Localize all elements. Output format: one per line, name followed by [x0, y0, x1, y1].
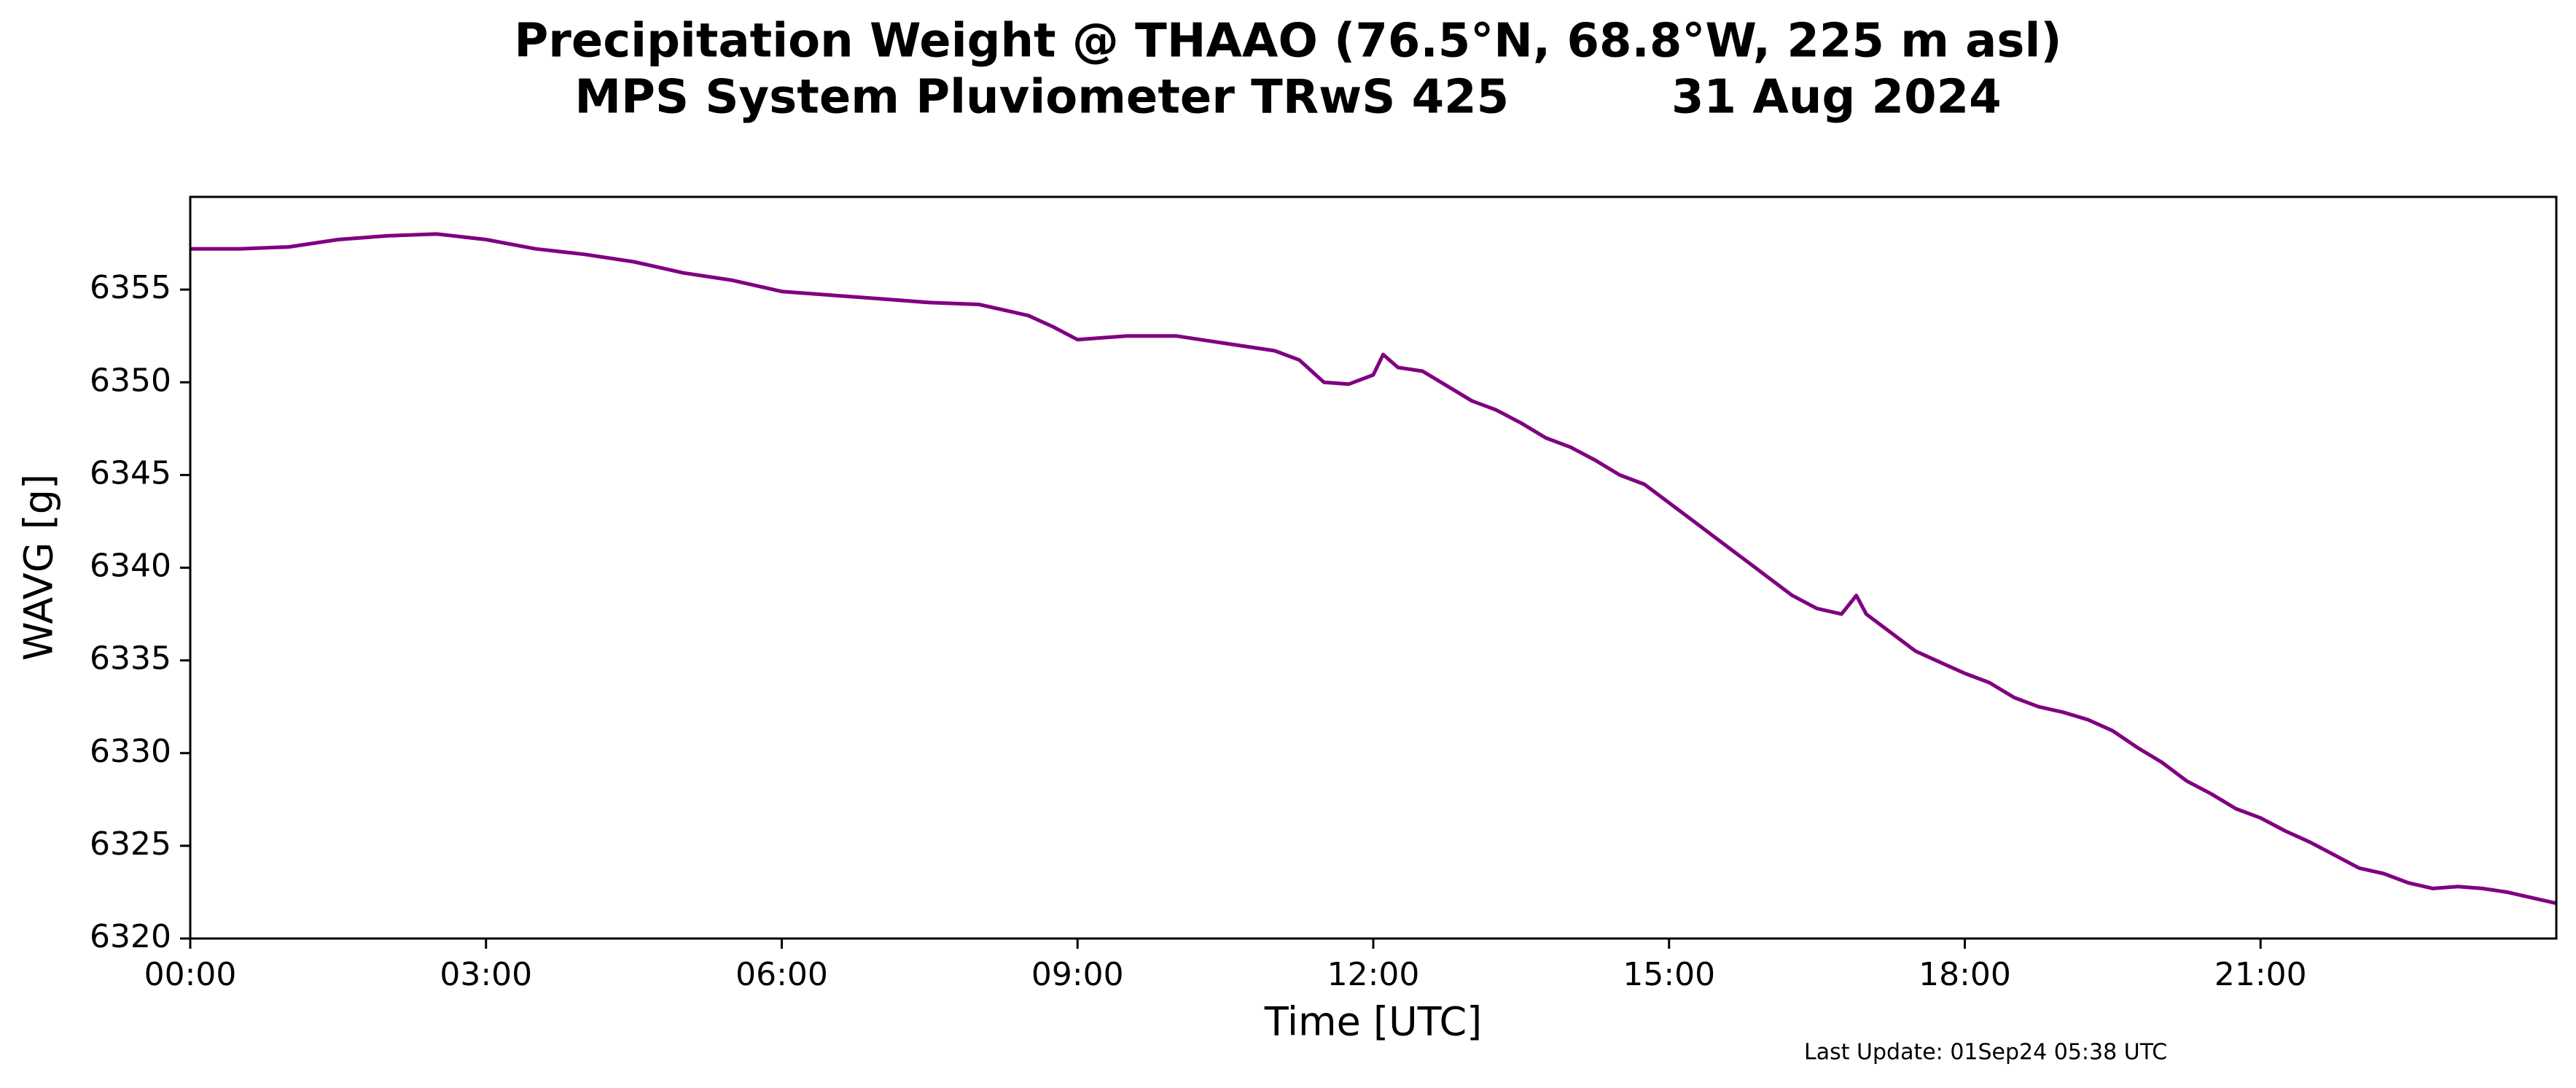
- y-tick-label: 6355: [90, 269, 171, 306]
- y-tick-label: 6335: [90, 640, 171, 677]
- plot-frame: [189, 195, 2558, 940]
- chart-subtitle: MPS System Pluviometer TRwS 425 31 Aug 2…: [574, 71, 2001, 125]
- x-tick-label: 06:00: [735, 956, 828, 993]
- y-axis-label: WAVG [g]: [16, 474, 62, 661]
- series-line-0: [190, 232, 2556, 906]
- y-tick-label: 6330: [90, 733, 171, 770]
- x-tick-label: 18:00: [1919, 956, 2011, 993]
- y-tick-label: 6325: [90, 825, 171, 863]
- x-tick-label: 15:00: [1623, 956, 1715, 993]
- x-tick-label: 00:00: [144, 956, 237, 993]
- chart-title: Precipitation Weight @ THAAO (76.5°N, 68…: [514, 15, 2061, 69]
- axes: 00:00 03:00 06:00 09:00 12:00 15:00 18:00 21:00…: [90, 195, 2558, 993]
- y-tick-label: 6345: [90, 454, 171, 491]
- y-tick-label: 6340: [90, 548, 171, 585]
- x-tick-label: 12:00: [1327, 956, 1420, 993]
- x-tick-label: 03:00: [440, 956, 532, 993]
- y-tick-label: 6350: [90, 362, 171, 399]
- y-tick-label: 6320: [90, 918, 171, 955]
- x-axis-label: Time [UTC]: [1264, 999, 1483, 1045]
- x-tick-label: 09:00: [1031, 956, 1124, 993]
- plot-area: [190, 232, 2556, 906]
- x-tick-label: 21:00: [2214, 956, 2307, 993]
- last-update-note: Last Update: 01Sep24 05:38 UTC: [1804, 1040, 2167, 1065]
